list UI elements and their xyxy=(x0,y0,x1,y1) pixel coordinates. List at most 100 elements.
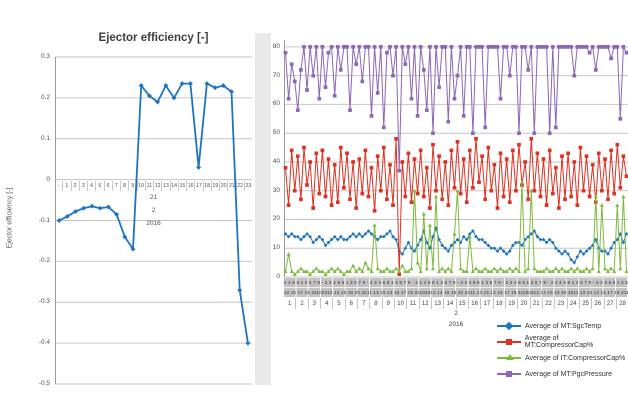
y-tick-label: 50 xyxy=(272,129,280,137)
x-category-label: 20 xyxy=(219,181,227,191)
x-category-label: 13 xyxy=(161,181,169,191)
x-day-label: 16 xyxy=(467,298,480,309)
y-tick-label: -0.3 xyxy=(38,298,50,306)
x-day-label: 4 xyxy=(319,298,332,309)
y-tick-label: 0 xyxy=(276,273,280,280)
legend-label: Average of IT:CompressorCap% xyxy=(525,354,626,362)
pane-divider xyxy=(255,33,271,385)
x-category-label: 3 xyxy=(78,181,87,191)
x-category-label: 18 xyxy=(202,181,211,191)
x-day-label: 8 xyxy=(369,298,381,309)
x-category-label: 11 xyxy=(144,181,153,191)
x-category-label: 6 xyxy=(103,181,112,191)
legend-item-mt-compressorcap: Average of MT:CompressorCap% xyxy=(497,334,628,350)
legend-line-marker-icon xyxy=(497,339,521,345)
left-chart-x-year-label: 2016 xyxy=(146,220,161,227)
x-day-label: 20 xyxy=(517,298,529,309)
x-day-label: 10 xyxy=(393,298,406,309)
left-chart-plot-area: -1 2 3 4 5 6 7 8 9 10 11 12 13 14 15 16 17 18 19 20 21 22 23 2… xyxy=(55,56,252,385)
x-day-label: 5 xyxy=(332,298,344,309)
x-day-label: 7 xyxy=(356,298,369,309)
x-category-label: 16 xyxy=(186,181,194,191)
x-day-label: 13 xyxy=(430,298,443,309)
hour-band-row-1: 2 4 6 8 1 3 5 7 9 - 2 2 4 6 8 1 3 5 7 9 … xyxy=(284,280,628,285)
x-day-label: 24 xyxy=(566,298,579,309)
y-tick-label: -0.1 xyxy=(38,216,50,224)
legend-label: Average of MT:PgcPressure xyxy=(525,370,613,378)
right-chart-plot-area xyxy=(283,40,628,278)
y-tick-label: 80 xyxy=(272,42,280,50)
x-category-label: 4 xyxy=(87,181,95,191)
left-chart-data-series xyxy=(56,81,251,346)
legend-line-marker-icon xyxy=(497,354,521,360)
y-tick-label: 30 xyxy=(272,186,280,194)
left-chart-x-category-labels: -1 2 3 4 5 6 7 8 9 10 11 12 13 14 15 16 17 18 19 20 21 22 23 xyxy=(55,181,252,191)
legend-line-marker-icon xyxy=(497,371,521,377)
x-category-label: 2 xyxy=(70,181,79,191)
x-category-label: 1 xyxy=(62,181,70,191)
legend-item-it-compressorcap: Average of IT:CompressorCap% xyxy=(497,350,628,366)
right-chart-x-hour-band: 2 4 6 8 1 3 5 7 9 - 2 2 4 6 8 1 3 5 7 9 … xyxy=(284,278,628,297)
x-category-label: 23 xyxy=(243,181,252,191)
y-tick-label: -0.4 xyxy=(38,339,50,347)
x-category-label: 14 xyxy=(169,181,178,191)
hour-band-row-2: 13 15 17 19 21102312 14 16 18 20 2211 13… xyxy=(284,287,628,296)
x-day-label: 12 xyxy=(418,298,431,309)
right-chart-x-year-label: 2016 xyxy=(448,321,464,328)
x-day-label: 21 xyxy=(529,298,542,309)
x-day-label: 23 xyxy=(554,298,566,309)
x-category-label: 19 xyxy=(210,181,219,191)
legend-label: Average of MT:SgcTemp xyxy=(525,322,602,330)
y-tick-label: 40 xyxy=(272,157,280,165)
x-category-label: 9 xyxy=(128,181,136,191)
x-day-label: 19 xyxy=(504,298,517,309)
x-category-label: 15 xyxy=(177,181,186,191)
right-chart-x-day-labels: 1 2 3 4 5 6 7 8 9 10 11 12 13 14 15 16 17 18 19 20 21 22 23 24 2… xyxy=(284,298,628,309)
x-category-label: - xyxy=(57,183,60,189)
left-chart-gridlines xyxy=(55,56,252,385)
right-chart-data-series xyxy=(283,45,628,276)
x-day-label: 6 xyxy=(344,298,357,309)
x-day-label: 27 xyxy=(603,298,616,309)
x-day-label: 28 xyxy=(615,298,628,309)
y-tick-label: 0 xyxy=(46,175,50,183)
x-day-label: 9 xyxy=(381,298,394,309)
x-day-label: 14 xyxy=(443,298,455,309)
x-day-label: 2 xyxy=(295,298,307,309)
x-category-label: 17 xyxy=(194,181,202,191)
x-category-label: 7 xyxy=(111,181,120,191)
x-category-label: 21 xyxy=(227,181,235,191)
x-category-label: 12 xyxy=(153,181,161,191)
x-day-label: 1 xyxy=(287,300,292,307)
legend-item-pgcpressure: Average of MT:PgcPressure xyxy=(497,366,628,382)
left-chart-y-axis-title: Ejector efficiency [-] xyxy=(6,187,14,249)
left-chart-title: Ejector efficiency [-] xyxy=(98,32,209,44)
y-tick-label: -0.5 xyxy=(38,380,50,387)
legend-item-sgctemp: Average of MT:SgcTemp xyxy=(497,318,628,334)
x-category-label: 8 xyxy=(120,181,128,191)
left-chart-x-day-label: 21 xyxy=(149,194,158,201)
legend-line-marker-icon xyxy=(497,321,521,331)
x-day-label: 22 xyxy=(541,298,554,309)
x-day-label: 26 xyxy=(591,298,603,309)
legend-label: Average of MT:CompressorCap% xyxy=(524,335,594,349)
y-tick-label: 10 xyxy=(272,244,280,252)
x-day-label: 3 xyxy=(307,298,320,309)
right-chart-x-month-label: 2 xyxy=(454,310,458,317)
y-tick-label: 60 xyxy=(272,100,280,108)
x-day-label: 18 xyxy=(492,298,505,309)
left-chart-x-month-label: 2 xyxy=(151,207,156,214)
x-day-label: 15 xyxy=(455,298,468,309)
x-day-label: 11 xyxy=(406,298,418,309)
x-day-label: 25 xyxy=(578,298,591,309)
legend: Average of MT:SgcTemp Average of MT:Comp… xyxy=(497,318,628,382)
y-tick-label: 0.3 xyxy=(40,53,50,60)
x-day-label: 17 xyxy=(480,298,492,309)
y-tick-label: 20 xyxy=(272,215,280,223)
y-tick-label: -0.2 xyxy=(38,257,50,265)
y-tick-label: 0.2 xyxy=(40,93,50,101)
x-category-label: 5 xyxy=(95,181,103,191)
y-tick-label: 0.1 xyxy=(40,134,50,142)
y-tick-label: 70 xyxy=(272,71,280,79)
